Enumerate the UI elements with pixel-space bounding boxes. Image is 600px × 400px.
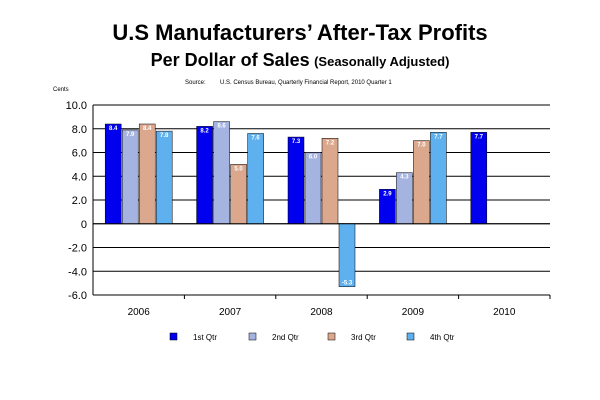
chart-subtitle-main: Per Dollar of Sales (150, 50, 310, 70)
legend: 1st Qtr 2nd Qtr 3rd Qtr 4th Qtr (169, 332, 455, 342)
bar-value-label: 7.8 (160, 133, 169, 139)
axes (92, 105, 551, 299)
bar-value-label: 8.4 (143, 126, 152, 132)
bar-value-label: 8.6 (217, 124, 226, 130)
y-tick-label: 2.0 (72, 195, 87, 207)
legend-swatch-q1 (169, 332, 178, 341)
bar-value-label: 8.4 (109, 126, 118, 132)
bar-2008-q2 (304, 152, 322, 224)
y-tick-label: 4.0 (72, 171, 87, 183)
y-tick-label: 0 (81, 219, 87, 231)
bar-2007-q3 (230, 164, 247, 224)
bar-value-label: 7.7 (434, 134, 443, 140)
bar-value-label: 7.9 (126, 132, 135, 138)
bar-value-label: 7.0 (417, 143, 426, 149)
bar-value-label: 4.3 (400, 175, 409, 181)
bar-2009-q4 (430, 132, 447, 224)
legend-swatch-q4 (406, 332, 415, 341)
bar-2010-q1 (470, 132, 488, 224)
bar-2009-q3 (413, 140, 430, 224)
y-tick-label: 6.0 (72, 148, 87, 160)
bar-2007-q2 (213, 121, 230, 224)
chart-title: U.S Manufacturers’ After-Tax Profits (112, 20, 488, 45)
y-tick-label: -6.0 (68, 290, 87, 302)
y-tick-label: -2.0 (68, 243, 87, 255)
bar-2007-q4 (247, 133, 264, 224)
x-tick-label: 2009 (402, 307, 425, 318)
legend-label-q3: 3rd Qtr (351, 333, 376, 342)
bar-2008-q4 (338, 223, 356, 287)
source-value: U.S. Census Bureau, Quarterly Financial … (220, 80, 392, 86)
x-tick-label: 2006 (128, 307, 151, 318)
bar-labels: 8.4 7.9 8.4 7.8 8.2 8.6 5.0 7.6 7.3 6.0 7.2 -5.3 2.9… (109, 124, 484, 287)
y-tick-label: -4.0 (68, 266, 87, 278)
legend-label-q1: 1st Qtr (193, 333, 217, 342)
legend-label-q2: 2nd Qtr (272, 333, 299, 342)
legend-swatch-q2 (248, 332, 257, 341)
chart-subtitle: Per Dollar of Sales (Seasonally Adjusted… (0, 49, 600, 73)
bar-value-label: 7.2 (326, 140, 335, 146)
y-tick-label: 8.0 (72, 124, 87, 136)
legend-label-q4: 4th Qtr (430, 333, 455, 342)
bar-value-label: 7.3 (292, 139, 301, 145)
x-tick-labels: 2006 2007 2008 2009 2010 (128, 307, 516, 318)
bar-2006-q3 (138, 123, 156, 224)
bar-value-label: 7.6 (251, 136, 260, 142)
bar-2006-q4 (155, 130, 173, 224)
bar-2008-q3 (321, 138, 339, 224)
bars (104, 121, 488, 287)
chart-subtitle-note: (Seasonally Adjusted) (314, 54, 450, 69)
y-tick-label: 10.0 (66, 100, 87, 112)
bar-2008-q1 (287, 136, 305, 224)
bar-2007-q1 (196, 126, 213, 224)
x-tick-label: 2007 (219, 307, 242, 318)
x-tick-label: 2008 (310, 307, 333, 318)
bar-2006-q2 (121, 129, 139, 224)
y-axis-label: Cents (53, 87, 69, 93)
x-tick-label: 2010 (493, 307, 516, 318)
y-tick-labels: 10.0 8.0 6.0 4.0 2.0 0 -2.0 -4.0 -6.0 (66, 100, 87, 302)
bar-2006-q1 (104, 123, 122, 224)
bar-value-label: 8.2 (200, 128, 209, 134)
bar-value-label: 2.9 (383, 191, 392, 197)
bar-value-label: 7.7 (475, 134, 484, 140)
bar-value-label: 6.0 (309, 155, 318, 161)
source-label: Source: (185, 80, 206, 86)
bar-value-label: 5.0 (234, 166, 243, 172)
legend-swatch-q3 (327, 332, 336, 341)
bar-value-label: -5.3 (342, 281, 353, 287)
